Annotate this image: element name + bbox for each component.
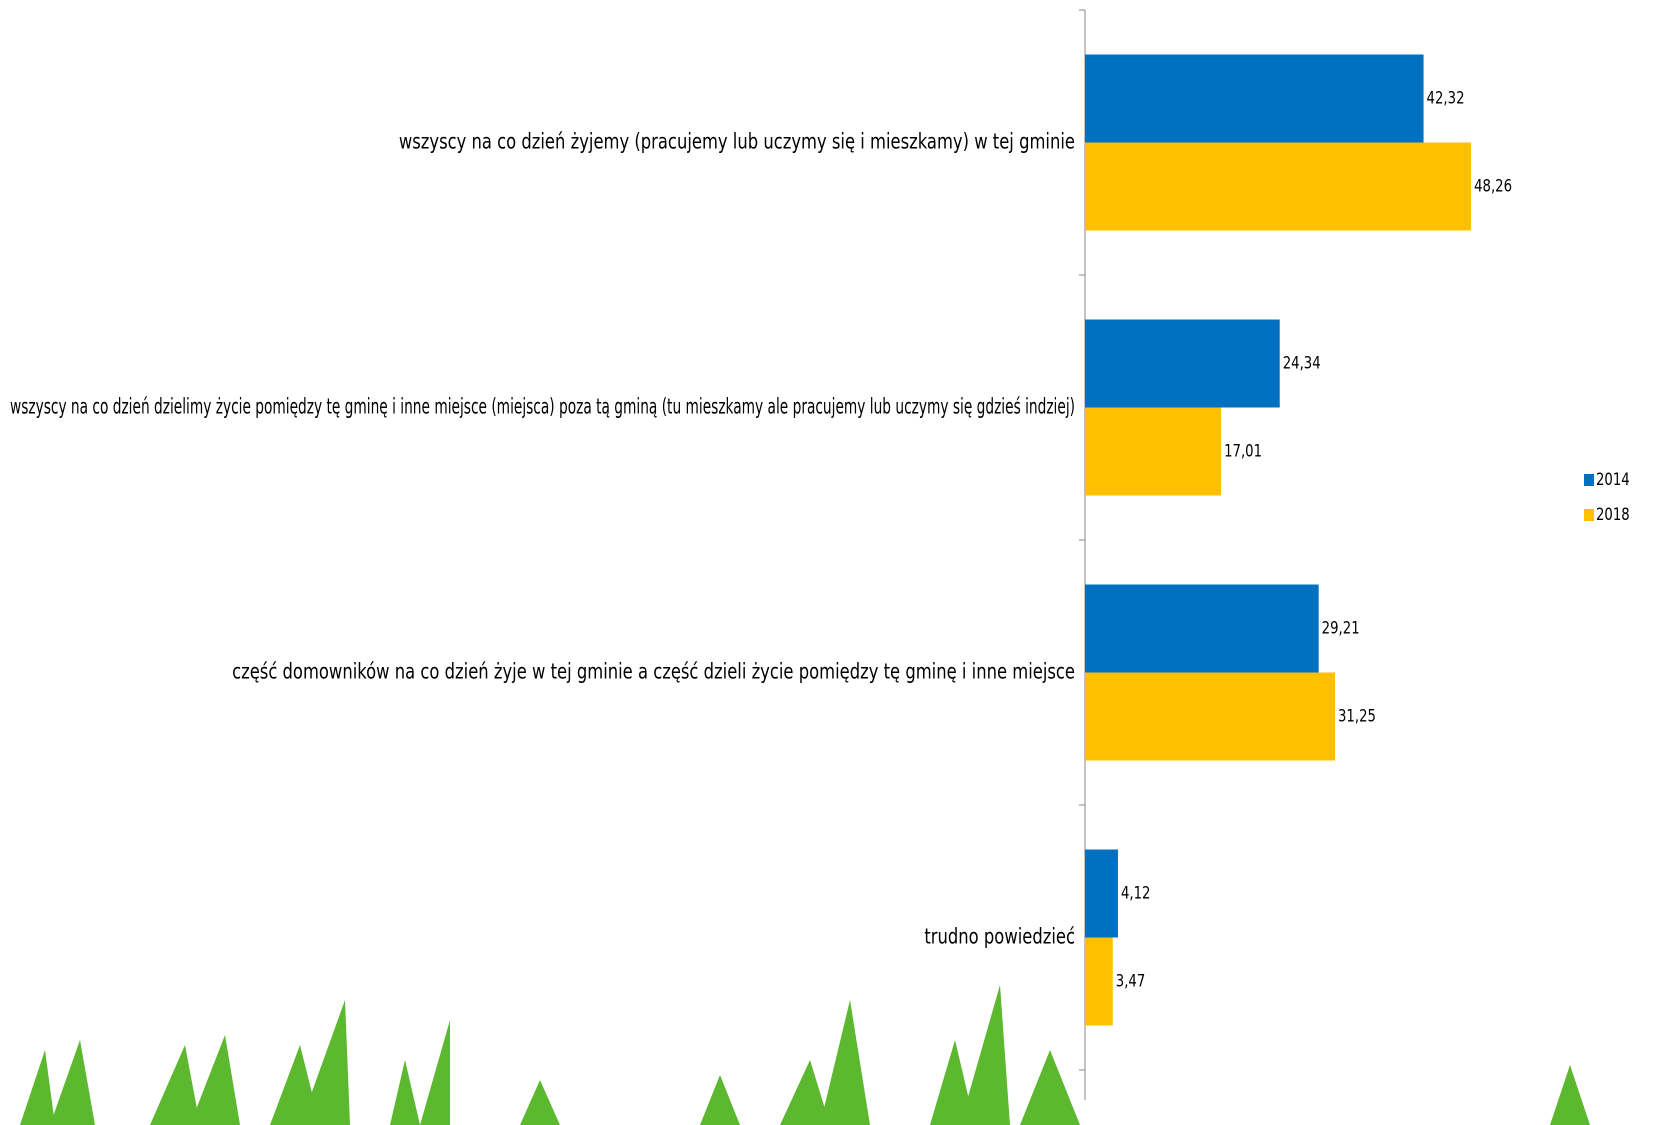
bar (1085, 584, 1319, 673)
bar (1085, 142, 1472, 231)
legend-swatch (1584, 474, 1594, 486)
legend-label: 2014 (1596, 470, 1630, 490)
value-label: 31,25 (1338, 707, 1376, 727)
grass-decoration (20, 985, 1590, 1125)
category-label: część domowników na co dzień żyje w tej … (232, 660, 1075, 684)
value-label: 48,26 (1474, 177, 1512, 197)
value-label: 42,32 (1427, 89, 1465, 109)
value-label: 3,47 (1116, 972, 1146, 992)
bar (1085, 407, 1222, 496)
bar (1085, 937, 1113, 1026)
bar (1085, 672, 1335, 761)
value-label: 4,12 (1121, 884, 1151, 904)
category-label: wszyscy na co dzień dzielimy życie pomię… (10, 395, 1075, 419)
bar (1085, 319, 1280, 408)
category-label: wszyscy na co dzień żyjemy (pracujemy lu… (399, 130, 1075, 154)
category-label: trudno powiedzieć (924, 925, 1075, 949)
bar (1085, 54, 1424, 143)
bar (1085, 849, 1118, 938)
value-label: 17,01 (1224, 442, 1262, 462)
value-label: 24,34 (1283, 354, 1321, 374)
legend-swatch (1584, 509, 1594, 521)
value-label: 29,21 (1322, 619, 1360, 639)
legend-label: 2018 (1596, 505, 1630, 525)
